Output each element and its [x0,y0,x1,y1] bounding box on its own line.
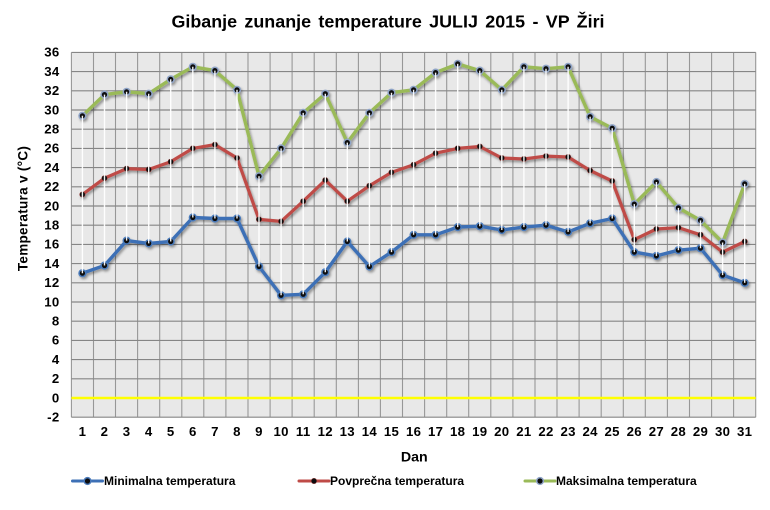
svg-text:13: 13 [340,424,355,439]
svg-text:9: 9 [255,424,263,439]
svg-text:36: 36 [44,45,59,60]
svg-text:19: 19 [472,424,487,439]
svg-text:20: 20 [494,424,509,439]
svg-text:2: 2 [52,371,60,386]
svg-text:16: 16 [406,424,421,439]
svg-text:27: 27 [649,424,664,439]
svg-text:15: 15 [384,424,399,439]
svg-text:10: 10 [44,294,59,309]
svg-text:1: 1 [79,424,87,439]
svg-text:4: 4 [145,424,153,439]
svg-text:8: 8 [233,424,241,439]
svg-text:26: 26 [627,424,642,439]
svg-text:8: 8 [52,314,60,329]
svg-text:6: 6 [52,333,60,348]
svg-text:25: 25 [605,424,620,439]
svg-text:5: 5 [167,424,175,439]
svg-text:14: 14 [44,256,60,271]
svg-text:Minimalna temperatura: Minimalna temperatura [104,474,236,488]
svg-text:28: 28 [671,424,686,439]
svg-text:30: 30 [44,102,59,117]
svg-text:4: 4 [52,352,60,367]
svg-text:6: 6 [189,424,197,439]
svg-text:23: 23 [560,424,575,439]
svg-text:Gibanje zunanje temperature JU: Gibanje zunanje temperature JULIJ 2015 -… [171,11,604,32]
svg-text:24: 24 [44,160,60,175]
svg-text:14: 14 [362,424,378,439]
svg-text:21: 21 [516,424,531,439]
svg-text:Maksimalna temperatura: Maksimalna temperatura [556,474,697,488]
svg-text:18: 18 [44,218,59,233]
svg-text:31: 31 [737,424,752,439]
svg-text:28: 28 [44,122,59,137]
svg-text:18: 18 [450,424,465,439]
svg-text:Povprečna temperatura: Povprečna temperatura [330,474,464,488]
svg-text:11: 11 [296,424,311,439]
svg-text:16: 16 [44,237,59,252]
svg-text:34: 34 [44,64,60,79]
svg-text:0: 0 [52,390,60,405]
svg-text:Temperatura v (°C): Temperatura v (°C) [16,146,31,271]
svg-text:17: 17 [428,424,443,439]
svg-text:32: 32 [44,83,59,98]
svg-text:7: 7 [211,424,219,439]
svg-text:12: 12 [318,424,333,439]
svg-text:20: 20 [44,198,59,213]
svg-text:-2: -2 [47,410,59,425]
svg-text:12: 12 [44,275,59,290]
svg-text:3: 3 [123,424,131,439]
svg-text:29: 29 [693,424,708,439]
svg-text:24: 24 [582,424,598,439]
svg-text:Dan: Dan [401,450,428,466]
svg-text:22: 22 [538,424,553,439]
svg-text:10: 10 [273,424,288,439]
svg-text:30: 30 [715,424,730,439]
svg-text:2: 2 [101,424,109,439]
svg-text:22: 22 [44,179,59,194]
svg-text:26: 26 [44,141,59,156]
